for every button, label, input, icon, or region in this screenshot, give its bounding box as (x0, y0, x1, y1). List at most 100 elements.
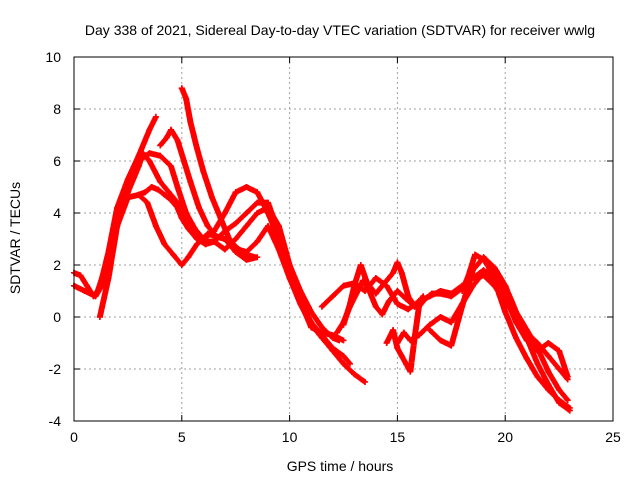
data-point (232, 189, 239, 196)
data-point (364, 280, 371, 287)
data-point (403, 360, 410, 367)
data-point (405, 306, 412, 313)
y-tick-label: -2 (49, 361, 62, 377)
data-point (163, 134, 170, 141)
data-point (157, 178, 164, 185)
data-point (340, 353, 347, 359)
data-point (193, 236, 200, 242)
data-point (174, 184, 181, 190)
data-point (564, 373, 571, 380)
y-tick-label: 6 (53, 153, 61, 169)
data-point (394, 288, 401, 294)
y-tick-label: 2 (53, 257, 61, 273)
data-point (426, 327, 433, 333)
data-point (254, 199, 261, 206)
data-point (243, 256, 250, 263)
data-point (437, 314, 444, 320)
data-point (187, 119, 194, 125)
y-tick-label: -4 (49, 413, 62, 429)
data-point (265, 199, 272, 206)
data-point (265, 223, 272, 229)
data-point (142, 189, 149, 196)
data-point (329, 332, 336, 339)
data-point (491, 264, 498, 271)
data-point (534, 360, 541, 367)
data-point (275, 230, 282, 237)
data-point (252, 254, 259, 261)
x-tick-label: 0 (70, 429, 78, 445)
data-point (180, 158, 187, 164)
data-point (415, 332, 422, 339)
data-point (185, 225, 192, 232)
data-point (523, 327, 530, 333)
data-point (407, 337, 414, 344)
data-point (221, 210, 228, 216)
data-point (502, 308, 509, 315)
data-point (346, 360, 353, 367)
data-point (340, 321, 347, 328)
data-point (480, 256, 487, 263)
axes: 0 5 10 15 20 25 -4 -2 0 2 4 6 8 10 (45, 49, 621, 445)
series-arc-14 (459, 251, 571, 380)
data-point (459, 303, 466, 310)
data-point (398, 353, 405, 359)
data-point (556, 399, 563, 406)
data-point (534, 347, 541, 354)
data-point (152, 223, 159, 229)
data-point (394, 340, 401, 346)
data-point (196, 204, 203, 211)
data-point (185, 254, 192, 261)
data-point (168, 126, 175, 133)
data-point (400, 329, 407, 336)
data-point (204, 223, 211, 229)
data-point (534, 373, 541, 380)
data-point (351, 371, 358, 378)
data-point (523, 355, 530, 362)
y-axis-label: SDTVAR / TECUs (7, 182, 23, 294)
data-point (193, 145, 200, 151)
data-point (459, 288, 466, 294)
x-tick-label: 25 (605, 429, 621, 445)
data-point (385, 298, 392, 305)
data-point (556, 347, 563, 354)
data-point (448, 342, 455, 349)
data-point (556, 366, 563, 372)
data-point (208, 194, 215, 201)
data-point (174, 137, 181, 144)
data-point (213, 233, 220, 240)
y-tick-label: 0 (53, 309, 61, 325)
data-point (523, 337, 530, 344)
data-point (124, 189, 131, 196)
data-point (512, 334, 519, 341)
data-point (92, 293, 99, 300)
data-point (286, 275, 293, 281)
data-point (340, 360, 347, 367)
data-point (178, 85, 185, 92)
data-point (379, 311, 386, 318)
data-point (405, 293, 412, 300)
data-point (545, 368, 552, 375)
data-point (114, 223, 121, 229)
data-point (372, 275, 379, 281)
data-point (512, 319, 519, 326)
data-point (139, 150, 146, 157)
data-point (193, 241, 200, 248)
data-point (351, 282, 358, 289)
data-point (178, 262, 185, 268)
data-point (146, 158, 153, 164)
data-point (77, 272, 84, 279)
plot-frame (73, 56, 614, 422)
data-point (357, 262, 364, 268)
chart-title: Day 338 of 2021, Sidereal Day-to-day VTE… (85, 22, 595, 38)
data-point (202, 241, 209, 248)
data-point (157, 142, 164, 149)
data-point (564, 397, 571, 404)
data-point (437, 290, 444, 297)
data-point (157, 152, 164, 159)
data-point (183, 95, 190, 102)
x-tick-label: 10 (282, 429, 298, 445)
data-point (135, 191, 142, 198)
data-point (318, 324, 325, 331)
data-point (96, 314, 103, 320)
